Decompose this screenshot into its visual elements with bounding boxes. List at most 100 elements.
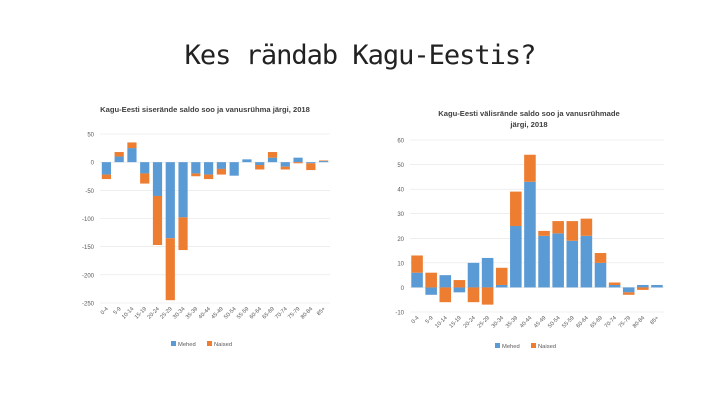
x-tick-label: 25-29 [159,306,173,320]
bar-naised [306,163,316,171]
y-tick-label: 30 [397,212,404,218]
y-tick-label: -150 [82,245,95,251]
bar-mehed [242,159,252,163]
x-tick-label: 65-69 [262,306,276,320]
bar-mehed [229,162,239,176]
bar-naised [255,164,265,170]
bar-mehed [524,181,536,288]
bar-naised [178,217,188,251]
bar-mehed [538,235,550,288]
y-tick-label: 20 [397,237,404,243]
y-tick-label: 50 [87,133,94,139]
bar-mehed [594,262,607,288]
y-tick-label: 40 [397,188,404,194]
x-tick-label: 30-34 [172,306,186,320]
y-tick-label: -100 [82,217,95,223]
bar-naised [425,272,437,288]
bar-mehed [280,162,290,167]
y-tick-label: -200 [82,273,95,279]
x-tick-label: 60-64 [249,306,263,320]
legend-swatch [207,341,212,346]
legend-label: Mehed [178,342,196,348]
y-tick-label: -50 [85,189,94,195]
bar-mehed [165,162,175,239]
bar-naised [608,282,621,285]
chart-svg: Kagu-Eesti välisrände saldo soo ja vanus… [395,109,664,350]
y-tick-label: 60 [397,139,404,145]
x-tick-label: 40-44 [198,306,212,320]
bar-mehed [204,162,214,175]
bar-mehed [495,284,508,288]
x-tick-label: 15-19 [448,315,462,329]
bar-mehed [127,148,137,163]
bar-mehed [319,161,329,163]
x-tick-label: 80-84 [300,306,314,320]
legend-swatch [171,341,176,346]
bar-naised [101,174,111,180]
bar-mehed [651,284,663,288]
x-tick-label: 0-4 [100,306,110,316]
x-tick-label: 50-54 [223,306,237,320]
x-tick-label: 85+ [316,306,327,317]
chart-title: Kagu-Eesti välisrände saldo soo ja vanus… [438,109,619,129]
bar-mehed [552,233,564,288]
x-tick-label: 30-34 [491,315,505,329]
bar-naised [467,287,480,303]
bar-mehed [152,162,163,196]
legend-swatch [531,343,536,348]
bar-mehed [439,275,452,288]
x-tick-label: 70-74 [274,306,288,320]
x-tick-label: 75-79 [618,315,632,329]
x-tick-label: 40-44 [519,315,533,329]
bar-mehed [608,284,621,288]
bar-mehed [411,272,423,288]
bar-naised [566,221,579,241]
bar-mehed [580,235,593,288]
chart-title: Kagu-Eesti siserände saldo soo ja vanusr… [100,105,310,114]
y-tick-label: 0 [91,161,95,167]
x-tick-label: 55-59 [561,315,575,329]
legend-label: Naised [538,344,556,350]
bar-naised [538,230,550,236]
bar-naised [495,267,508,285]
x-tick-label: 50-54 [547,315,561,329]
x-tick-label: 20-24 [463,315,477,329]
bar-naised [510,191,522,226]
bar-naised [165,238,175,301]
bar-mehed [178,162,188,218]
bar-mehed [637,284,649,288]
bar-mehed [306,162,316,164]
x-tick-label: 65-69 [590,315,604,329]
bar-naised [216,168,226,175]
x-tick-label: 75-79 [287,306,301,320]
y-tick-label: -10 [395,311,404,317]
x-tick-label: 80-84 [632,315,646,329]
bar-naised [293,162,303,164]
x-tick-label: 35-39 [505,315,519,329]
bar-mehed [267,157,278,163]
bar-naised [140,173,150,184]
bar-naised [319,160,329,162]
bar-mehed [293,157,303,163]
bar-naised [552,221,564,234]
y-tick-label: 50 [397,163,404,169]
legend-label: Mehed [502,344,520,350]
bar-naised [439,287,452,303]
legend-swatch [495,343,500,348]
bar-mehed [191,162,201,174]
bar-mehed [101,162,111,175]
x-tick-label: 35-39 [185,306,199,320]
x-tick-label: 0-4 [411,315,421,325]
chart-svg: Kagu-Eesti siserände saldo soo ja vanusr… [82,105,330,348]
bar-naised [191,173,201,177]
external-migration-chart: Kagu-Eesti välisrände saldo soo ja vanus… [388,104,670,354]
bar-mehed [255,162,265,165]
x-tick-label: 15-19 [134,306,148,320]
bar-naised [453,280,466,288]
bar-naised [594,253,607,263]
x-tick-label: 85+ [649,315,660,326]
bar-naised [637,287,649,290]
bar-naised [280,166,290,170]
x-tick-label: 10-14 [434,315,448,329]
slide-title: Kes rändab Kagu-Eestis? [184,40,537,71]
